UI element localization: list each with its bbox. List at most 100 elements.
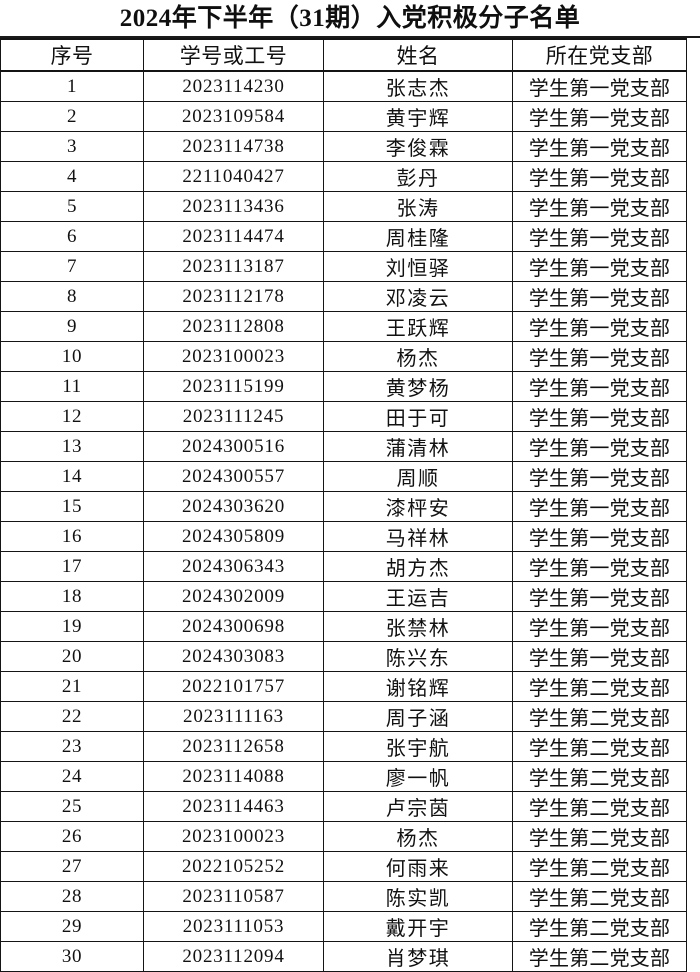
cell-branch: 学生第一党支部 [512, 611, 687, 642]
column-header-branch: 所在党支部 [512, 38, 687, 72]
cell-name: 肖梦琪 [323, 941, 513, 972]
cell-name: 张宇航 [323, 731, 513, 762]
cell-name: 卢宗茵 [323, 791, 513, 822]
cell-name: 王运吉 [323, 581, 513, 612]
cell-branch: 学生第二党支部 [512, 701, 687, 732]
table-row: 8 2023112178 邓凌云 学生第一党支部 [0, 281, 687, 312]
cell-student-id: 2024300698 [143, 611, 324, 642]
cell-index: 28 [0, 881, 144, 912]
cell-branch: 学生第一党支部 [512, 101, 687, 132]
cell-student-id: 2023112808 [143, 311, 324, 342]
cell-student-id: 2023114738 [143, 131, 324, 162]
title-band: 2024年下半年（31期）入党积极分子名单 [0, 0, 700, 38]
cell-student-id: 2023112094 [143, 941, 324, 972]
cell-index: 13 [0, 431, 144, 462]
cell-index: 23 [0, 731, 144, 762]
cell-branch: 学生第一党支部 [512, 461, 687, 492]
cell-student-id: 2024300557 [143, 461, 324, 492]
cell-index: 10 [0, 341, 144, 372]
cell-student-id: 2023109584 [143, 101, 324, 132]
cell-name: 王跃辉 [323, 311, 513, 342]
cell-name: 田于可 [323, 401, 513, 432]
table-row: 14 2024300557 周顺 学生第一党支部 [0, 461, 687, 492]
table-row: 24 2023114088 廖一帆 学生第二党支部 [0, 761, 687, 792]
cell-student-id: 2023111053 [143, 911, 324, 942]
cell-branch: 学生第二党支部 [512, 941, 687, 972]
table-header: 序号 学号或工号 姓名 所在党支部 [0, 38, 687, 72]
cell-index: 27 [0, 851, 144, 882]
cell-name: 周顺 [323, 461, 513, 492]
table-row: 20 2024303083 陈兴东 学生第一党支部 [0, 641, 687, 672]
cell-name: 周桂隆 [323, 221, 513, 252]
cell-name: 陈兴东 [323, 641, 513, 672]
cell-student-id: 2023112658 [143, 731, 324, 762]
cell-name: 李俊霖 [323, 131, 513, 162]
cell-index: 12 [0, 401, 144, 432]
cell-student-id: 2024303083 [143, 641, 324, 672]
table-row: 29 2023111053 戴开宇 学生第二党支部 [0, 911, 687, 942]
cell-name: 何雨来 [323, 851, 513, 882]
column-header-name: 姓名 [323, 38, 513, 72]
cell-name: 黄梦杨 [323, 371, 513, 402]
cell-index: 25 [0, 791, 144, 822]
cell-branch: 学生第二党支部 [512, 881, 687, 912]
cell-branch: 学生第一党支部 [512, 431, 687, 462]
cell-name: 漆枰安 [323, 491, 513, 522]
table-row: 28 2023110587 陈实凯 学生第二党支部 [0, 881, 687, 912]
table-row: 25 2023114463 卢宗茵 学生第二党支部 [0, 791, 687, 822]
cell-name: 张禁林 [323, 611, 513, 642]
cell-student-id: 2023114088 [143, 761, 324, 792]
cell-index: 4 [0, 161, 144, 192]
table-row: 9 2023112808 王跃辉 学生第一党支部 [0, 311, 687, 342]
cell-student-id: 2023113187 [143, 251, 324, 282]
table-row: 4 2211040427 彭丹 学生第一党支部 [0, 161, 687, 192]
cell-branch: 学生第二党支部 [512, 821, 687, 852]
cell-student-id: 2024302009 [143, 581, 324, 612]
cell-student-id: 2023114230 [143, 70, 324, 102]
table-row: 17 2024306343 胡方杰 学生第一党支部 [0, 551, 687, 582]
roster-table: 序号 学号或工号 姓名 所在党支部 1 2023114230 张志杰 学生第一党支部 2… [0, 38, 687, 972]
cell-student-id: 2023100023 [143, 341, 324, 372]
cell-student-id: 2024300516 [143, 431, 324, 462]
table-row: 3 2023114738 李俊霖 学生第一党支部 [0, 131, 687, 162]
cell-index: 2 [0, 101, 144, 132]
cell-branch: 学生第二党支部 [512, 731, 687, 762]
table-row: 6 2023114474 周桂隆 学生第一党支部 [0, 221, 687, 252]
cell-branch: 学生第一党支部 [512, 371, 687, 402]
cell-branch: 学生第二党支部 [512, 761, 687, 792]
cell-branch: 学生第一党支部 [512, 311, 687, 342]
cell-branch: 学生第一党支部 [512, 341, 687, 372]
cell-student-id: 2023113436 [143, 191, 324, 222]
cell-index: 20 [0, 641, 144, 672]
cell-index: 6 [0, 221, 144, 252]
cell-index: 29 [0, 911, 144, 942]
table-row: 13 2024300516 蒲清林 学生第一党支部 [0, 431, 687, 462]
cell-student-id: 2022105252 [143, 851, 324, 882]
cell-name: 谢铭辉 [323, 671, 513, 702]
cell-index: 7 [0, 251, 144, 282]
cell-student-id: 2023111245 [143, 401, 324, 432]
cell-index: 22 [0, 701, 144, 732]
cell-index: 19 [0, 611, 144, 642]
cell-name: 杨杰 [323, 821, 513, 852]
cell-index: 8 [0, 281, 144, 312]
cell-branch: 学生第二党支部 [512, 791, 687, 822]
cell-name: 胡方杰 [323, 551, 513, 582]
cell-index: 30 [0, 941, 144, 972]
cell-branch: 学生第一党支部 [512, 521, 687, 552]
table-row: 12 2023111245 田于可 学生第一党支部 [0, 401, 687, 432]
cell-name: 张涛 [323, 191, 513, 222]
cell-student-id: 2023110587 [143, 881, 324, 912]
cell-name: 刘恒驿 [323, 251, 513, 282]
table-row: 22 2023111163 周子涵 学生第二党支部 [0, 701, 687, 732]
cell-name: 张志杰 [323, 70, 513, 102]
cell-name: 蒲清林 [323, 431, 513, 462]
column-header-sid: 学号或工号 [143, 38, 324, 72]
column-header-index: 序号 [0, 38, 144, 72]
cell-name: 马祥林 [323, 521, 513, 552]
cell-name: 邓凌云 [323, 281, 513, 312]
table-row: 27 2022105252 何雨来 学生第二党支部 [0, 851, 687, 882]
table-row: 30 2023112094 肖梦琪 学生第二党支部 [0, 941, 687, 972]
cell-name: 廖一帆 [323, 761, 513, 792]
cell-index: 21 [0, 671, 144, 702]
